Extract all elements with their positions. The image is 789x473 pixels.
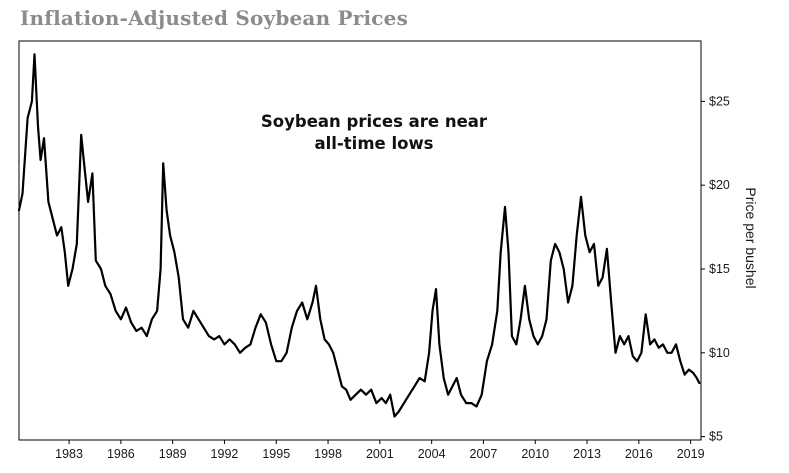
x-tick-label-1998: 1998 <box>314 447 342 461</box>
x-tick-label-1992: 1992 <box>211 447 239 461</box>
x-tick-label-2001: 2001 <box>366 447 394 461</box>
y-axis: $5 $10 $15 $20 $25 <box>701 94 730 444</box>
x-tick-label-2016: 2016 <box>625 447 653 461</box>
plot-frame <box>18 40 702 441</box>
series-line-0 <box>17 53 701 418</box>
y-tick-label-15: $15 <box>709 262 730 276</box>
chart-title: Inflation-Adjusted Soybean Prices <box>20 6 409 30</box>
y-tick-label-25: $25 <box>709 94 730 108</box>
x-axis: 1983 1986 1989 1992 1995 1998 2001 2004 2007 2010… <box>55 440 705 461</box>
x-tick-label-2010: 2010 <box>521 447 549 461</box>
x-tick-label-1989: 1989 <box>159 447 187 461</box>
x-tick-label-1983: 1983 <box>55 447 83 461</box>
y-tick-label-10: $10 <box>709 346 730 360</box>
x-tick-label-1986: 1986 <box>107 447 135 461</box>
series-layer <box>17 53 701 418</box>
annotation-line-2: all-time lows <box>314 134 433 153</box>
annotation-line-1: Soybean prices are near <box>261 112 488 131</box>
x-tick-label-2019: 2019 <box>677 447 705 461</box>
x-tick-label-2004: 2004 <box>418 447 446 461</box>
y-tick-label-20: $20 <box>709 178 730 192</box>
x-tick-label-2007: 2007 <box>470 447 498 461</box>
x-tick-label-2013: 2013 <box>573 447 601 461</box>
y-axis-title: Price per bushel <box>743 187 759 288</box>
y-tick-label-5: $5 <box>709 430 723 444</box>
x-tick-label-1995: 1995 <box>262 447 290 461</box>
